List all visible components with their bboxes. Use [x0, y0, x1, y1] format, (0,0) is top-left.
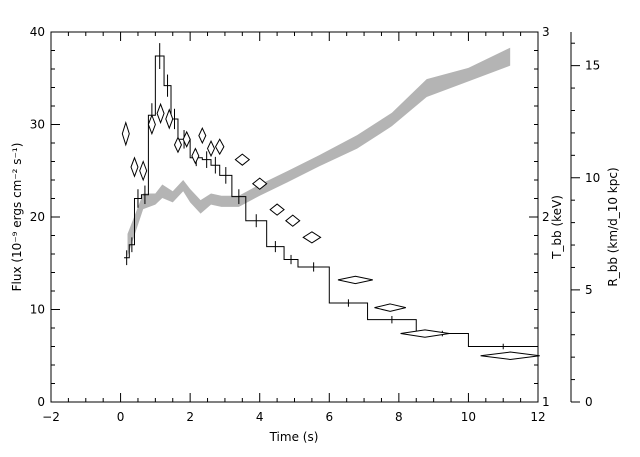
temperature-diamond	[156, 102, 165, 125]
temperature-diamond	[337, 275, 373, 285]
radius-tick-label: 10	[585, 171, 600, 185]
temperature-diamond	[191, 147, 200, 165]
temperature-diamond	[147, 113, 156, 136]
flux-step-line	[124, 55, 538, 347]
x-axis-title: Time (s)	[269, 430, 319, 444]
radius-band	[127, 47, 511, 257]
temperature-diamond	[139, 160, 148, 182]
y-tick-label: 30	[30, 118, 45, 132]
temperature-axis-title: T_bb (keV)	[550, 195, 564, 260]
temperature-diamond	[130, 156, 139, 178]
radius-band-layer	[127, 47, 511, 257]
temperature-diamond	[234, 153, 251, 166]
temperature-diamond	[374, 303, 406, 312]
radius-tick-label: 5	[585, 283, 593, 297]
temperature-diamond	[269, 203, 285, 216]
x-tick-label: 8	[395, 410, 403, 424]
temperature-diamond	[182, 130, 191, 148]
x-axis-ticks: −2 0 2 4 6 8 10 12	[42, 32, 546, 424]
temperature-diamond	[480, 351, 540, 360]
x-tick-label: 10	[461, 410, 476, 424]
x-tick-label: 6	[325, 410, 333, 424]
y-tick-label: 20	[30, 210, 45, 224]
temperature-diamond	[302, 231, 322, 244]
x-tick-label: −2	[42, 410, 60, 424]
y-axis-ticks: 0 10 20 30 40	[30, 25, 60, 409]
temperature-axis-ticks: 1 2 3	[529, 25, 550, 409]
temperature-diamond	[165, 108, 174, 130]
x-tick-label: 4	[256, 410, 264, 424]
radius-tick-label: 0	[585, 395, 593, 409]
temperature-diamond	[173, 136, 182, 154]
temperature-diamond	[121, 120, 130, 147]
x-tick-label: 12	[530, 410, 545, 424]
y-tick-label: 0	[37, 395, 45, 409]
temperature-tick-label: 1	[542, 395, 550, 409]
temperature-diamond	[251, 177, 268, 190]
y-tick-label: 40	[30, 25, 45, 39]
temperature-tick-label: 3	[542, 25, 550, 39]
temperature-diamond	[206, 139, 216, 158]
temperature-diamond-layer	[121, 102, 540, 360]
radius-axis-ticks: 0 5 10 15	[571, 42, 600, 409]
temperature-diamond	[400, 329, 450, 338]
temperature-tick-label: 2	[542, 210, 550, 224]
x-tick-label: 0	[117, 410, 125, 424]
x-tick-label: 2	[186, 410, 194, 424]
y-axis-title: Flux (10⁻⁹ ergs cm⁻² s⁻¹)	[10, 143, 24, 292]
radius-tick-label: 15	[585, 59, 600, 73]
flux-step-layer	[124, 43, 538, 350]
radius-axis-title: R_bb (km/d_10 kpc)	[606, 167, 620, 286]
y-tick-label: 10	[30, 303, 45, 317]
temperature-diamond	[214, 138, 225, 156]
temperature-diamond	[285, 214, 301, 227]
temperature-diamond	[198, 127, 207, 145]
